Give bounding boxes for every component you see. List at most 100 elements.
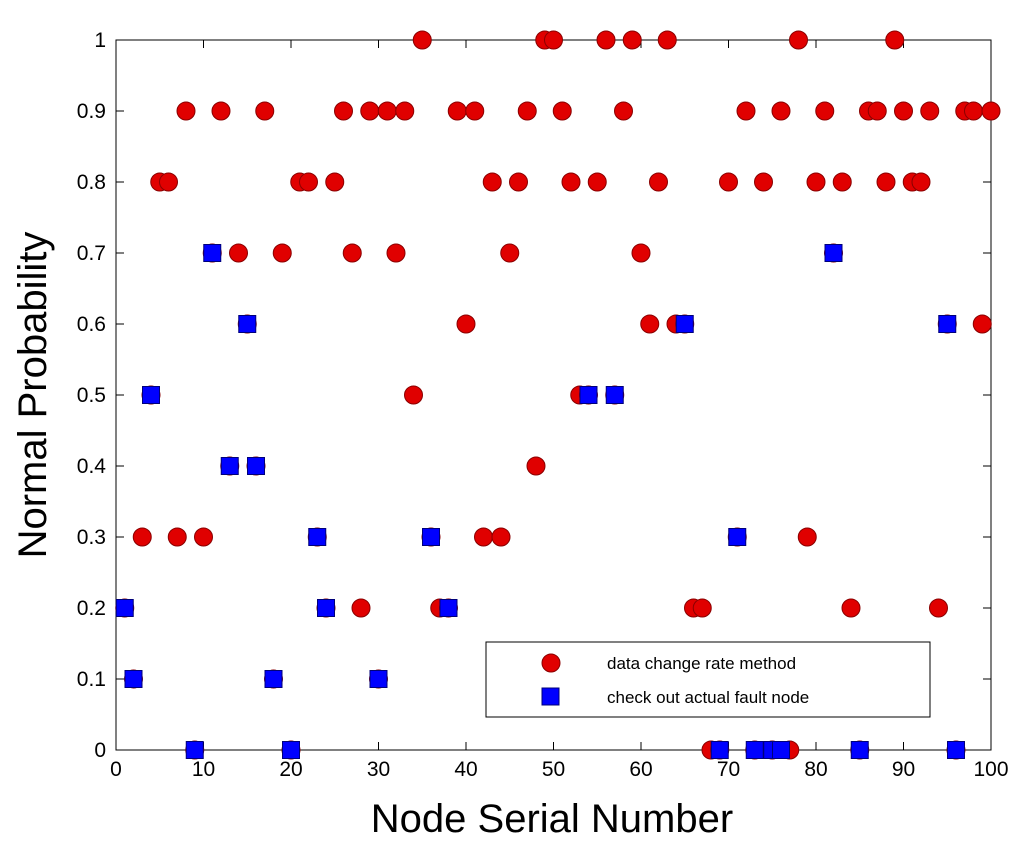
data-point-circle bbox=[412, 30, 432, 50]
data-point-square bbox=[938, 315, 957, 333]
x-tick-label: 30 bbox=[367, 758, 390, 781]
data-point-circle bbox=[806, 172, 826, 192]
x-tick-label: 50 bbox=[542, 758, 565, 781]
data-point-circle bbox=[132, 527, 152, 547]
data-point-circle bbox=[342, 243, 362, 263]
data-point-circle bbox=[465, 101, 485, 121]
data-point-square bbox=[264, 670, 283, 688]
y-tick-label: 0.5 bbox=[77, 384, 106, 407]
legend-box bbox=[485, 641, 931, 718]
data-point-square bbox=[317, 599, 335, 617]
data-point-circle bbox=[920, 101, 940, 121]
data-point-circle bbox=[771, 101, 791, 121]
x-tick-label: 90 bbox=[892, 758, 915, 781]
y-tick-label: 0.8 bbox=[77, 171, 106, 194]
x-tick-label: 70 bbox=[717, 758, 740, 781]
data-point-circle bbox=[167, 527, 187, 547]
data-point-circle bbox=[360, 101, 380, 121]
data-point-circle bbox=[404, 385, 423, 405]
x-tick-label: 20 bbox=[279, 758, 302, 781]
data-point-circle bbox=[334, 101, 353, 121]
data-point-circle bbox=[736, 101, 756, 121]
data-point-circle bbox=[351, 598, 371, 618]
x-axis-title: Node Serial Number bbox=[371, 797, 733, 841]
data-point-circle bbox=[526, 456, 546, 476]
y-tick-label: 0.1 bbox=[77, 668, 106, 691]
data-point-circle bbox=[325, 172, 345, 192]
data-point-square bbox=[710, 741, 729, 759]
legend-marker-circle bbox=[541, 653, 561, 673]
data-point-circle bbox=[692, 598, 712, 618]
data-point-circle bbox=[797, 527, 817, 547]
data-point-square bbox=[439, 599, 458, 617]
data-point-circle bbox=[377, 101, 397, 121]
x-tick-label: 0 bbox=[110, 758, 122, 781]
data-point-square bbox=[422, 528, 440, 546]
data-point-circle bbox=[500, 243, 520, 263]
y-tick-label: 0.2 bbox=[77, 597, 106, 620]
data-point-square bbox=[282, 741, 300, 759]
data-point-circle bbox=[561, 172, 581, 192]
data-point-square bbox=[947, 741, 965, 759]
data-point-square bbox=[850, 741, 869, 759]
data-point-square bbox=[115, 599, 134, 617]
axis-ticks: 0 10 20 30 40 50 60 70 80 90 100 0 0.1 0.2 0.3 0.4 0.5 0.… bbox=[77, 29, 1009, 781]
data-point-circle bbox=[176, 101, 196, 121]
data-point-square bbox=[745, 741, 764, 759]
legend-label-series-2: check out actual fault node bbox=[607, 688, 809, 707]
data-point-circle bbox=[491, 527, 511, 547]
data-point-circle bbox=[587, 172, 607, 192]
data-point-circle bbox=[194, 527, 213, 547]
data-point-circle bbox=[456, 314, 476, 334]
data-point-square bbox=[185, 741, 204, 759]
y-tick-label: 0 bbox=[94, 739, 106, 762]
data-marks bbox=[115, 30, 1001, 760]
data-point-circle bbox=[719, 172, 738, 192]
plot-area bbox=[115, 39, 992, 751]
data-point-circle bbox=[386, 243, 406, 263]
data-point-circle bbox=[631, 243, 651, 263]
data-point-circle bbox=[272, 243, 292, 263]
y-tick-label: 0.6 bbox=[77, 313, 106, 336]
data-point-circle bbox=[657, 30, 677, 50]
data-point-circle bbox=[640, 314, 660, 334]
y-axis-title: Normal Probability bbox=[11, 232, 55, 559]
data-point-square bbox=[308, 528, 327, 546]
x-tick-label: 60 bbox=[629, 758, 652, 781]
data-point-circle bbox=[159, 172, 178, 192]
data-point-circle bbox=[885, 30, 905, 50]
data-point-square bbox=[605, 386, 624, 404]
data-point-circle bbox=[981, 101, 1001, 121]
data-point-circle bbox=[395, 101, 415, 121]
data-point-circle bbox=[841, 598, 861, 618]
data-point-circle bbox=[474, 527, 493, 547]
data-point-circle bbox=[789, 30, 808, 50]
data-point-circle bbox=[517, 101, 537, 121]
y-tick-label: 0.3 bbox=[77, 526, 106, 549]
y-tick-label: 1 bbox=[94, 29, 106, 52]
legend-marker-square bbox=[541, 687, 560, 706]
data-point-square bbox=[675, 315, 694, 333]
data-point-circle bbox=[894, 101, 913, 121]
data-point-square bbox=[220, 457, 239, 475]
x-tick-label: 40 bbox=[454, 758, 477, 781]
data-point-circle bbox=[832, 172, 852, 192]
data-point-circle bbox=[482, 172, 502, 192]
data-point-circle bbox=[552, 101, 572, 121]
data-point-square bbox=[772, 741, 790, 759]
data-point-square bbox=[203, 244, 222, 262]
data-point-circle bbox=[255, 101, 275, 121]
y-tick-label: 0.9 bbox=[77, 100, 106, 123]
data-point-circle bbox=[211, 101, 231, 121]
legend-label-series-1: data change rate method bbox=[607, 654, 796, 673]
data-point-square bbox=[824, 244, 843, 262]
x-tick-label: 100 bbox=[973, 758, 1008, 781]
data-point-circle bbox=[509, 172, 528, 192]
data-point-circle bbox=[876, 172, 896, 192]
y-tick-label: 0.7 bbox=[77, 242, 106, 265]
y-tick-label: 0.4 bbox=[77, 455, 107, 478]
data-point-square bbox=[124, 670, 143, 688]
data-point-circle bbox=[972, 314, 992, 334]
data-point-square bbox=[247, 457, 265, 475]
